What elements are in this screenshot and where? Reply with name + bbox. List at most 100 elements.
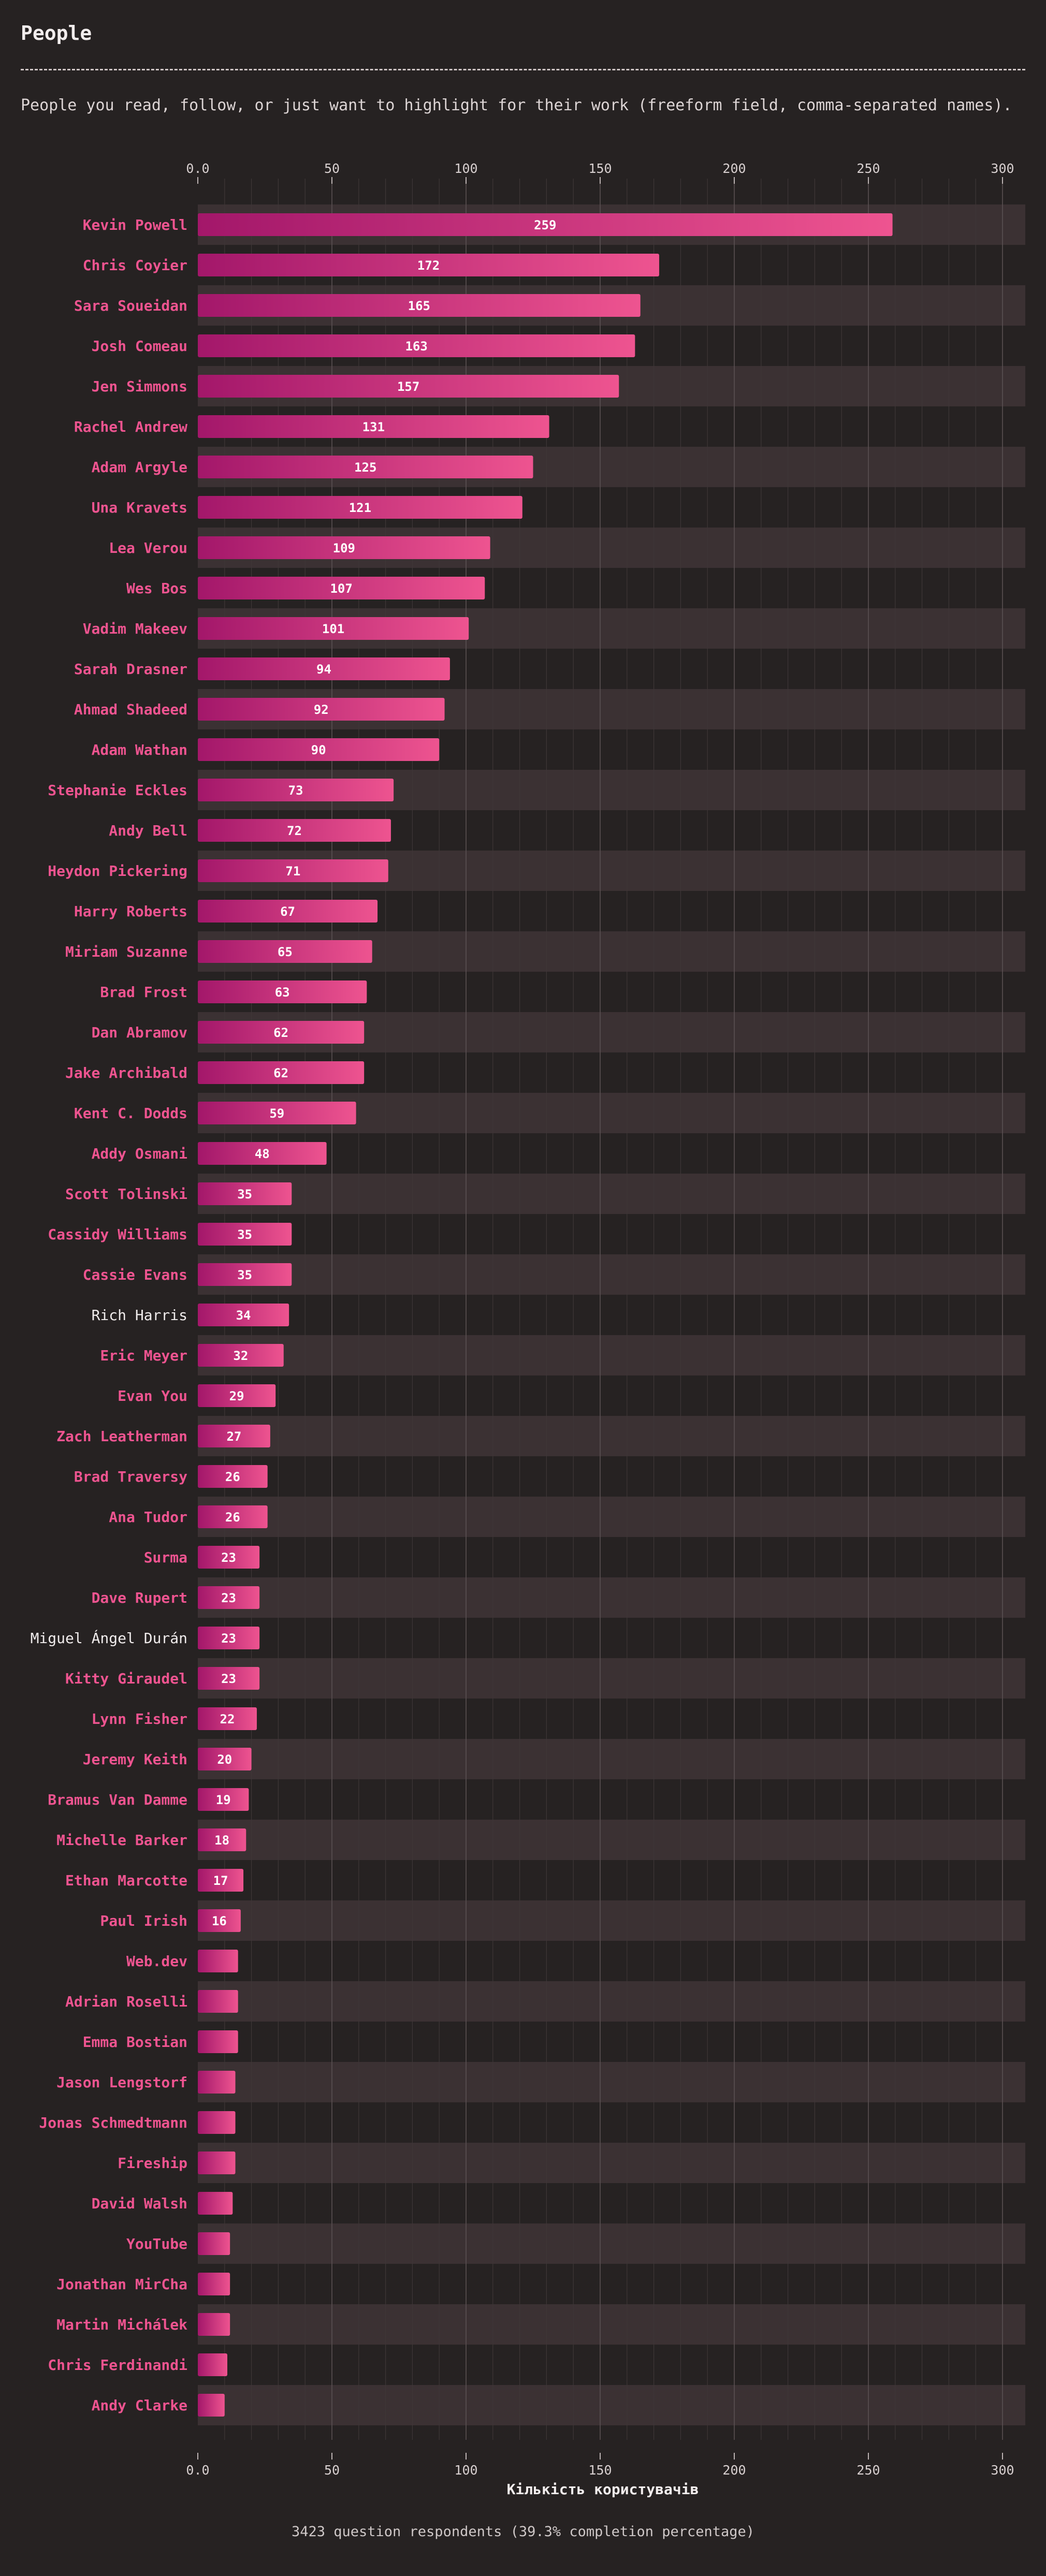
value-label: 63	[275, 985, 290, 1000]
bar	[198, 1788, 249, 1811]
row-band	[198, 2223, 1025, 2264]
category-label: Kent C. Dodds	[74, 1105, 187, 1122]
x-tick-label-bottom: 150	[588, 2463, 612, 2478]
row-band	[198, 1658, 1025, 1699]
category-label: Andy Bell	[109, 822, 187, 839]
bar	[198, 859, 388, 882]
x-tick-label-top: 200	[722, 161, 746, 176]
category-label: Evan You	[118, 1387, 187, 1404]
category-label: Web.dev	[126, 1953, 187, 1970]
value-label: 23	[221, 1550, 236, 1565]
value-label: 90	[311, 743, 326, 757]
bar	[198, 1344, 284, 1367]
x-tick-label-bottom: 50	[324, 2463, 340, 2478]
row-band	[198, 1981, 1025, 2022]
value-label: 19	[216, 1793, 231, 1807]
category-label: Heydon Pickering	[48, 862, 187, 880]
category-label: Eric Meyer	[100, 1347, 187, 1364]
value-label: 22	[220, 1712, 235, 1726]
category-label: Brad Traversy	[74, 1468, 187, 1485]
bar	[198, 2071, 236, 2094]
category-label: Miriam Suzanne	[65, 943, 187, 960]
bar	[198, 2192, 233, 2215]
category-label: Sarah Drasner	[74, 661, 187, 678]
value-label: 65	[278, 945, 293, 959]
x-axis-label: Кількість користувачів	[507, 2481, 699, 2498]
bar	[198, 900, 378, 923]
bar	[198, 294, 641, 317]
category-label: Jeremy Keith	[83, 1751, 187, 1768]
category-label: Kevin Powell	[83, 216, 187, 233]
category-label: Adam Argyle	[92, 459, 187, 476]
bar	[198, 1909, 241, 1932]
row-band	[198, 1416, 1025, 1456]
row-band	[198, 1174, 1025, 1214]
x-tick-label-top: 50	[324, 161, 340, 176]
category-label: Dan Abramov	[92, 1024, 187, 1041]
category-label: Adam Wathan	[92, 741, 187, 758]
value-label: 48	[255, 1147, 270, 1161]
row-band	[198, 1577, 1025, 1618]
category-label: David Walsh	[92, 2195, 187, 2212]
category-label: Michelle Barker	[56, 1832, 187, 1849]
bar	[198, 1384, 276, 1407]
category-label: Miguel Ángel Durán	[31, 1629, 187, 1647]
page-title: People	[21, 22, 92, 45]
bar	[198, 1102, 356, 1124]
value-label: 29	[229, 1389, 244, 1403]
category-label: Zach Leatherman	[56, 1428, 187, 1445]
value-label: 18	[214, 1833, 229, 1848]
bar	[198, 2313, 230, 2336]
value-label: 62	[273, 1026, 288, 1040]
row-band	[198, 2062, 1025, 2102]
category-label: Kitty Giraudel	[65, 1670, 187, 1687]
category-label: Una Kravets	[92, 499, 187, 516]
value-label: 20	[217, 1752, 232, 1767]
bar	[198, 213, 893, 236]
bar	[198, 2353, 227, 2376]
value-label: 67	[280, 904, 295, 919]
x-tick-label-top: 150	[588, 161, 612, 176]
bar	[198, 1627, 260, 1649]
bar	[198, 2111, 236, 2134]
row-band	[198, 2385, 1025, 2425]
value-label: 23	[221, 1672, 236, 1686]
bar	[198, 1707, 257, 1730]
bar	[198, 577, 485, 599]
row-band	[198, 1335, 1025, 1375]
value-label: 165	[408, 299, 430, 313]
category-label: Brad Frost	[100, 984, 187, 1001]
value-label: 163	[405, 339, 427, 354]
category-label: Jonas Schmedtmann	[39, 2114, 187, 2131]
bar	[198, 657, 450, 680]
bar	[198, 1546, 260, 1569]
category-label: Addy Osmani	[92, 1145, 187, 1162]
value-label: 17	[213, 1874, 228, 1888]
bar	[198, 1586, 260, 1609]
category-label: Lynn Fisher	[92, 1710, 187, 1728]
category-label: Fireship	[118, 2155, 187, 2172]
category-label: Cassidy Williams	[48, 1226, 187, 1243]
title-divider	[21, 69, 1025, 70]
category-label: Josh Comeau	[92, 338, 187, 355]
row-band	[198, 1497, 1025, 1537]
value-label: 71	[285, 864, 300, 879]
bar	[198, 1828, 246, 1851]
value-label: 109	[333, 541, 355, 555]
value-label: 59	[269, 1106, 284, 1121]
bar	[198, 334, 635, 357]
x-tick-label-bottom: 0.0	[186, 2463, 209, 2478]
x-tick-label-top: 0.0	[186, 161, 209, 176]
bar	[198, 2030, 238, 2053]
bar	[198, 456, 533, 478]
bar	[198, 1748, 252, 1770]
bar	[198, 819, 391, 842]
value-label: 23	[221, 1591, 236, 1605]
category-label: Martin Michálek	[56, 2316, 187, 2333]
category-label: Ethan Marcotte	[65, 1872, 187, 1889]
bar	[198, 779, 394, 801]
bar	[198, 2394, 225, 2417]
bar	[198, 1304, 289, 1326]
bar	[198, 698, 445, 721]
category-label: Adrian Roselli	[65, 1993, 187, 2010]
